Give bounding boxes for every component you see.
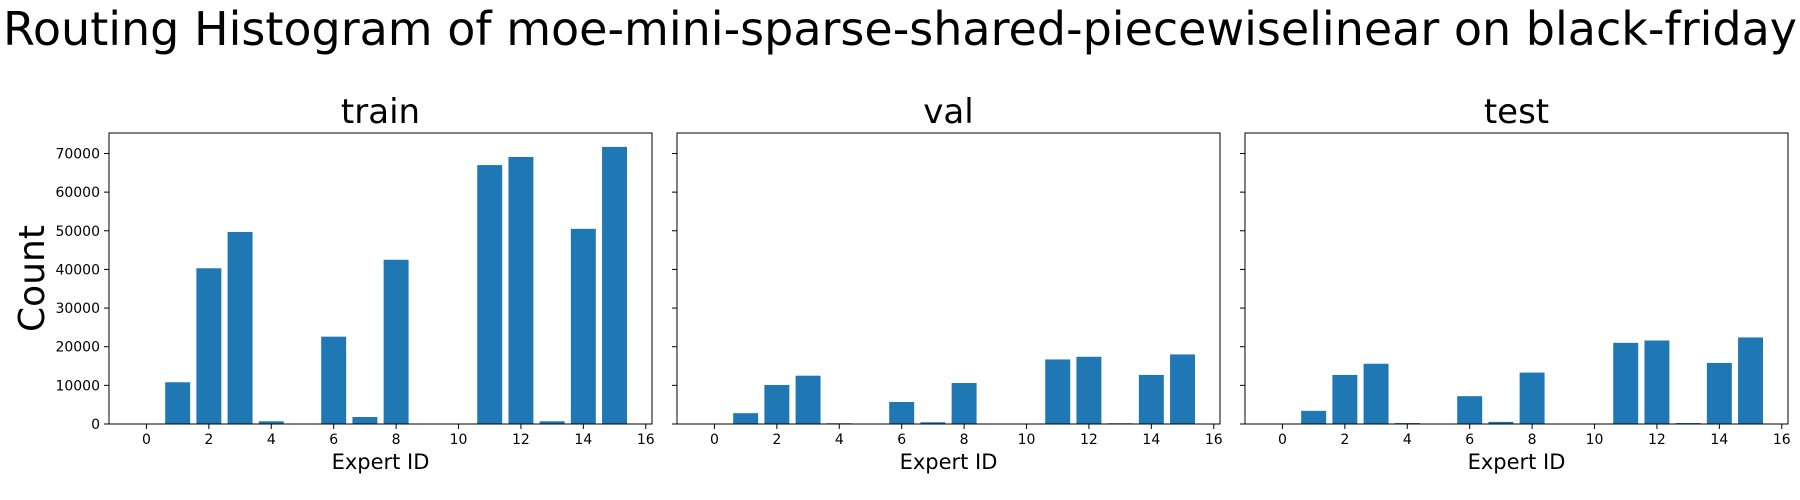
y-axis-label: Count: [12, 225, 53, 332]
train-xtick-label-14: 14: [574, 432, 592, 448]
train-bar-3: [227, 231, 253, 424]
val-xtick-label-12: 12: [1080, 432, 1098, 448]
val-xtick-label-4: 4: [835, 432, 844, 448]
train-xtick-label-4: 4: [267, 432, 276, 448]
train-bar-4: [258, 421, 284, 424]
val-xtick-label-0: 0: [710, 432, 719, 448]
train-bar-15: [602, 146, 628, 424]
train-xtick-label-6: 6: [329, 432, 338, 448]
val-xtick-label-16: 16: [1205, 432, 1223, 448]
test-x-axis-label: Expert ID: [1468, 450, 1566, 474]
train-ytick-label-40000: 40000: [55, 262, 100, 278]
test-xtick-label-14: 14: [1710, 432, 1728, 448]
test-xtick-label-12: 12: [1648, 432, 1666, 448]
train-ytick-label-30000: 30000: [55, 301, 100, 317]
train-bar-2: [196, 268, 222, 424]
test-xtick-label-4: 4: [1403, 432, 1412, 448]
test-bar-8: [1519, 372, 1545, 424]
train-ytick-label-20000: 20000: [55, 340, 100, 356]
train-xtick-label-16: 16: [637, 432, 655, 448]
val-panel-title: val: [923, 92, 973, 132]
train-xtick-label-8: 8: [392, 432, 401, 448]
val-xtick-label-10: 10: [1018, 432, 1036, 448]
train-panel-title: train: [341, 92, 420, 132]
test-xtick-label-2: 2: [1340, 432, 1349, 448]
train-ytick-label-0: 0: [91, 417, 100, 433]
test-bar-14: [1706, 362, 1732, 424]
val-bar-15: [1170, 354, 1196, 424]
test-bar-6: [1457, 396, 1483, 424]
val-xtick-label-8: 8: [960, 432, 969, 448]
val-bar-6: [889, 401, 915, 424]
figure-title: Routing Histogram of moe-mini-sparse-sha…: [3, 2, 1797, 56]
test-bar-12: [1644, 340, 1670, 424]
test-bar-15: [1738, 337, 1764, 424]
test-panel-title: test: [1484, 92, 1549, 132]
val-bar-12: [1076, 356, 1102, 424]
val-bar-2: [764, 384, 790, 424]
test-bar-7: [1488, 421, 1514, 424]
test-bar-1: [1301, 410, 1327, 424]
val-bar-3: [795, 375, 821, 424]
train-ytick-label-60000: 60000: [55, 185, 100, 201]
train-bar-8: [383, 259, 409, 424]
test-xtick-label-16: 16: [1773, 432, 1791, 448]
train-axes-frame: [108, 132, 653, 425]
train-xtick-label-10: 10: [450, 432, 468, 448]
train-bar-11: [477, 165, 503, 425]
val-bar-11: [1045, 359, 1071, 424]
train-ytick-label-70000: 70000: [55, 146, 100, 162]
test-bar-3: [1363, 363, 1389, 424]
test-bar-11: [1613, 342, 1639, 424]
val-xtick-label-2: 2: [772, 432, 781, 448]
test-xtick-label-10: 10: [1586, 432, 1604, 448]
val-bar-8: [951, 383, 977, 424]
val-xtick-label-14: 14: [1142, 432, 1160, 448]
test-xtick-label-6: 6: [1465, 432, 1474, 448]
val-x-axis-label: Expert ID: [900, 450, 998, 474]
train-ytick-label-50000: 50000: [55, 224, 100, 240]
val-bar-7: [920, 422, 946, 424]
train-bar-12: [508, 156, 534, 425]
train-bar-13: [539, 421, 565, 424]
test-xtick-label-0: 0: [1278, 432, 1287, 448]
val-axes-frame: [676, 132, 1221, 425]
train-xtick-label-12: 12: [512, 432, 530, 448]
train-bar-1: [165, 382, 191, 424]
train-ytick-label-10000: 10000: [55, 378, 100, 394]
test-bar-2: [1332, 374, 1358, 424]
train-bar-7: [352, 417, 378, 424]
test-axes-frame: [1244, 132, 1789, 425]
train-xtick-label-0: 0: [142, 432, 151, 448]
train-xtick-label-2: 2: [204, 432, 213, 448]
train-x-axis-label: Expert ID: [332, 450, 430, 474]
val-bar-1: [733, 413, 759, 424]
train-bar-14: [570, 228, 596, 424]
test-xtick-label-8: 8: [1528, 432, 1537, 448]
val-bar-14: [1138, 374, 1164, 424]
train-bar-6: [321, 336, 347, 424]
val-xtick-label-6: 6: [897, 432, 906, 448]
